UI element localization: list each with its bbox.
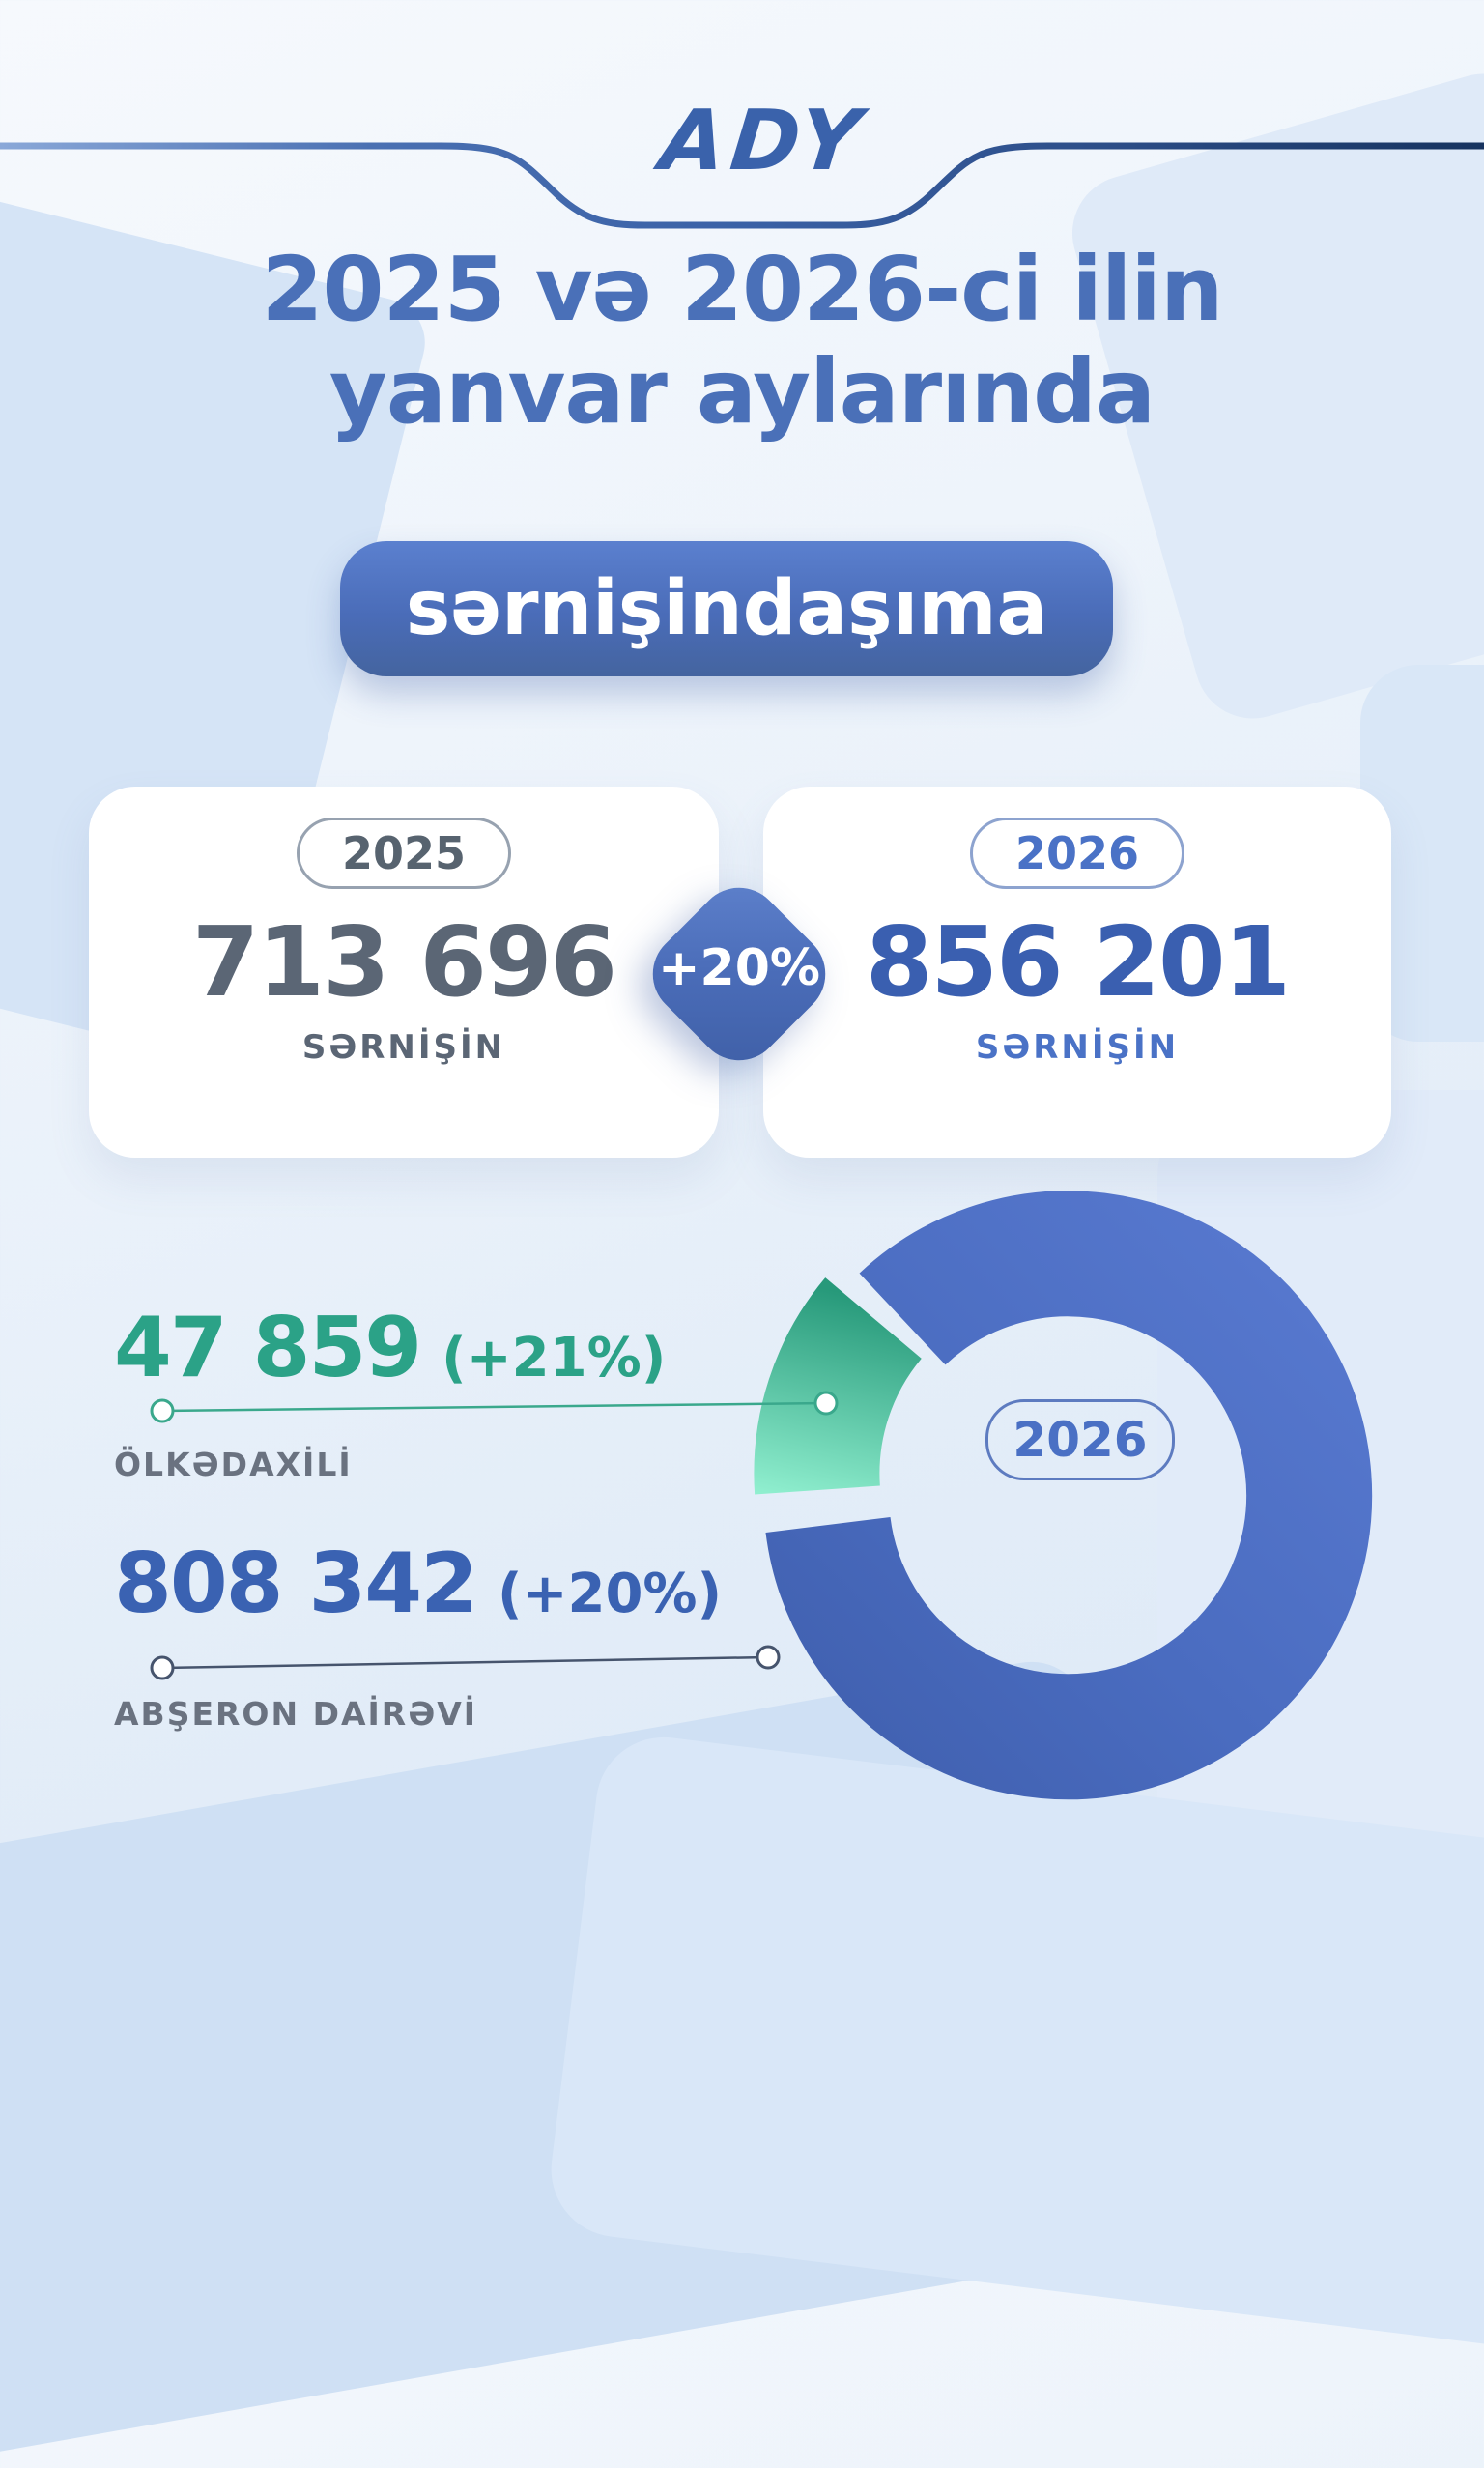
year-pill-2026: 2026 [969,818,1185,889]
title-line-1: 2025 və 2026-ci ilin [261,238,1224,341]
header-swoosh-line [0,142,1484,229]
absheron-stat: 808 342 (+20%) [114,1542,722,1625]
donut-center-year-pill: 2026 [985,1399,1175,1480]
card-2026: 2026 856 201 SƏRNİŞİN [763,787,1391,1158]
domestic-change: (+21%) [442,1327,667,1390]
passengers-2026-value: 856 201 [865,905,1291,1019]
domestic-leader-line [161,1401,827,1413]
title-line-2: yanvar aylarında [328,340,1156,444]
change-diamond-label: +20% [657,939,821,997]
absheron-label: ABŞERON DAİRƏVİ [114,1695,478,1733]
passengers-2025-value: 713 696 [191,905,617,1019]
absheron-leader-dot-right [756,1645,781,1670]
passengers-2025-unit: SƏRNİŞİN [301,1028,506,1067]
year-pill-2025: 2025 [296,818,512,889]
donut-slice-absheron [765,1191,1373,1800]
card-2025: 2025 713 696 SƏRNİŞİN [89,787,719,1158]
domestic-leader-dot-right [813,1391,839,1416]
absheron-value: 808 342 [114,1535,478,1632]
absheron-change: (+20%) [497,1563,723,1625]
domestic-label: ÖLKƏDAXİLİ [114,1446,353,1483]
domestic-stat: 47 859 (+21%) [114,1306,666,1390]
domestic-leader-dot-left [150,1398,175,1423]
domestic-value: 47 859 [114,1300,422,1396]
absheron-leader-line [161,1655,769,1670]
absheron-leader-dot-left [150,1655,175,1680]
title-badge: sərnişindaşıma [340,541,1113,676]
passengers-2026-unit: SƏRNİŞİN [975,1028,1180,1067]
donut-chart [150,1191,1373,1800]
